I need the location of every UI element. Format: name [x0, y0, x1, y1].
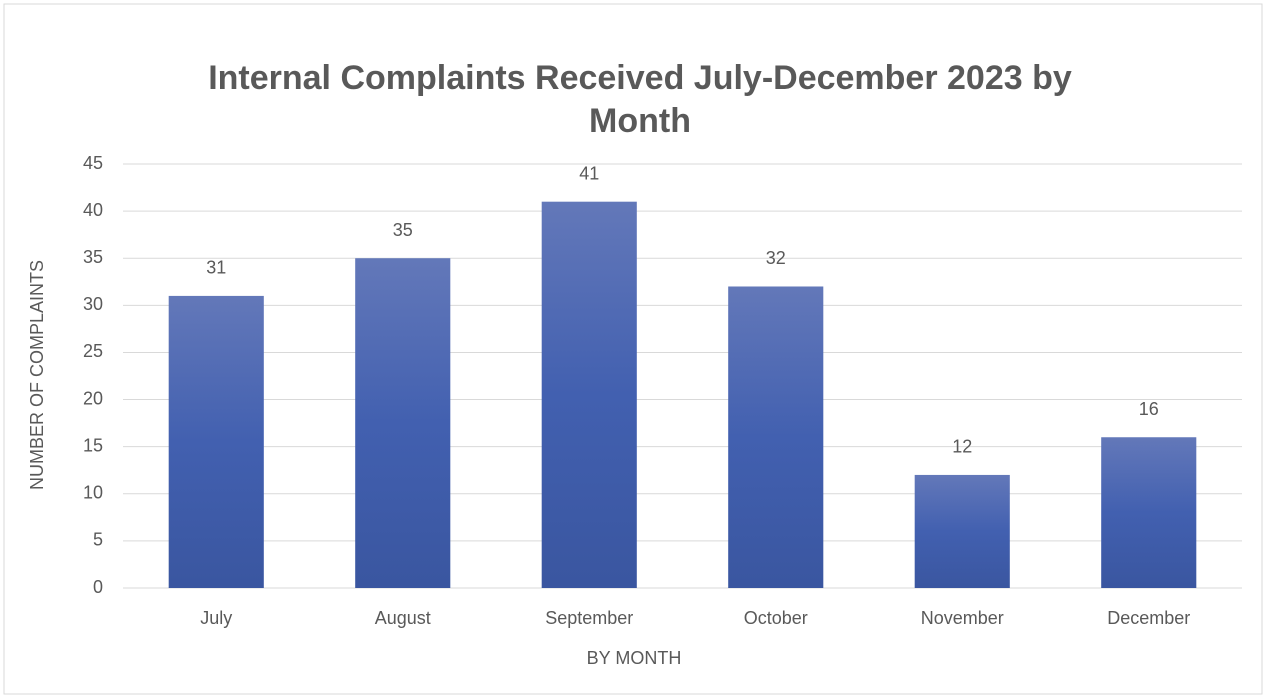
- bar: [1101, 437, 1197, 588]
- y-tick-label: 30: [83, 294, 103, 314]
- y-axis-label: NUMBER OF COMPLAINTS: [27, 260, 47, 490]
- y-tick-label: 40: [83, 200, 103, 220]
- bar: [355, 258, 451, 588]
- data-label: 41: [579, 163, 599, 183]
- bar: [168, 295, 264, 588]
- y-tick-label: 35: [83, 247, 103, 267]
- x-axis-label: BY MONTH: [587, 648, 682, 668]
- bar: [914, 474, 1010, 588]
- y-tick-label: 15: [83, 435, 103, 455]
- data-label: 31: [206, 258, 226, 278]
- data-label: 16: [1139, 399, 1159, 419]
- x-tick-label: September: [545, 608, 633, 628]
- x-tick-label: December: [1107, 608, 1190, 628]
- data-label: 32: [766, 248, 786, 268]
- y-tick-label: 45: [83, 153, 103, 173]
- data-label: 12: [952, 437, 972, 457]
- chart-title: Internal Complaints Received July-Decemb…: [208, 59, 1072, 140]
- bar: [541, 201, 637, 588]
- x-tick-label: October: [744, 608, 808, 628]
- data-label: 35: [393, 220, 413, 240]
- x-tick-label: November: [921, 608, 1004, 628]
- y-tick-label: 5: [93, 530, 103, 550]
- y-tick-label: 0: [93, 577, 103, 597]
- x-tick-label: July: [200, 608, 232, 628]
- y-tick-label: 10: [83, 483, 103, 503]
- x-tick-label: August: [375, 608, 431, 628]
- y-tick-label: 25: [83, 341, 103, 361]
- bar: [728, 286, 824, 588]
- y-tick-label: 20: [83, 388, 103, 408]
